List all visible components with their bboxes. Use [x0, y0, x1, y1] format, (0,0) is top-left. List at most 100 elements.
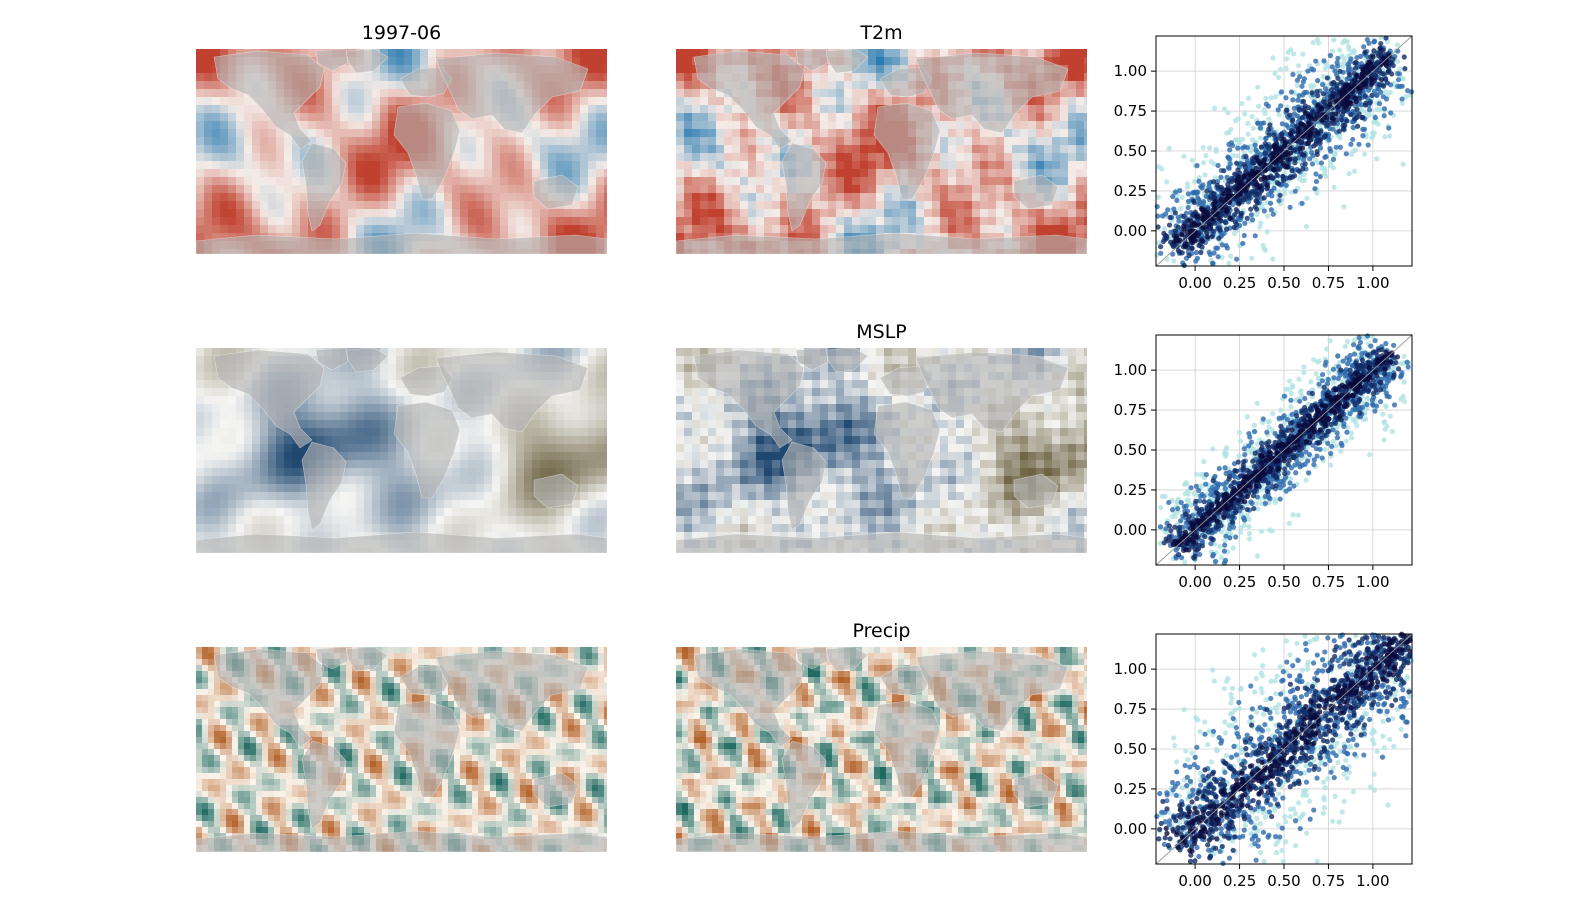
map-cell — [732, 129, 741, 138]
map-cell — [580, 209, 589, 218]
map-cell — [748, 121, 757, 130]
map-cell — [892, 396, 901, 405]
map-cell — [708, 89, 717, 98]
map-cell — [1028, 396, 1037, 405]
map-cell — [524, 129, 533, 138]
map-cell — [1084, 193, 1087, 202]
map-cell — [788, 428, 797, 437]
map-cell — [732, 452, 741, 461]
map-cell — [588, 97, 597, 106]
map-cell — [1076, 476, 1085, 485]
map-cell — [860, 436, 869, 445]
map-cell — [196, 364, 205, 373]
map-cell — [268, 209, 277, 218]
map-cell — [524, 201, 533, 210]
map-cell — [340, 388, 349, 397]
map-cell — [428, 209, 437, 218]
map-cell — [236, 161, 245, 170]
map-cell — [196, 356, 205, 365]
map-cell — [228, 89, 237, 98]
map-cell — [452, 508, 461, 517]
map-cell — [252, 524, 261, 533]
map-cell — [292, 516, 301, 525]
map-cell — [988, 153, 997, 162]
map-cell — [356, 476, 365, 485]
map-cell — [204, 404, 213, 413]
map-cell — [564, 444, 573, 453]
map-cell — [252, 153, 261, 162]
map-cell — [580, 508, 589, 517]
map-cell — [228, 460, 237, 469]
map-cell — [676, 49, 685, 58]
map-cell — [876, 460, 885, 469]
map-cell — [540, 516, 549, 525]
map-cell — [996, 225, 1005, 234]
map-cell — [212, 508, 221, 517]
map-cell — [580, 97, 589, 106]
map-cell — [524, 492, 533, 501]
map-cell — [364, 476, 373, 485]
map-cell — [596, 217, 605, 226]
map-cell — [196, 500, 205, 509]
map-cell — [940, 169, 949, 178]
map-cell — [460, 201, 469, 210]
map-cell — [284, 500, 293, 509]
map-cell — [356, 105, 365, 114]
map-cell — [868, 177, 877, 186]
map-cell — [604, 89, 607, 98]
map-cell — [684, 356, 693, 365]
map-cell — [836, 428, 845, 437]
map-cell — [876, 193, 885, 202]
map-cell — [580, 420, 589, 429]
map-cell — [588, 524, 597, 533]
map-cell — [1004, 201, 1013, 210]
map-cell — [812, 428, 821, 437]
map-cell — [876, 145, 885, 154]
map-cell — [1076, 129, 1085, 138]
map-cell — [276, 193, 285, 202]
map-cell — [212, 428, 221, 437]
map-cell — [532, 508, 541, 517]
map-cell — [452, 105, 461, 114]
map-cell — [244, 129, 253, 138]
map-cell — [316, 89, 325, 98]
map-cell — [796, 225, 805, 234]
map-cell — [300, 185, 309, 194]
map-cell — [484, 177, 493, 186]
map-cell — [492, 193, 501, 202]
map-cell — [1060, 476, 1069, 485]
map-cell — [852, 81, 861, 90]
map-cell — [996, 348, 1005, 357]
map-cell — [940, 436, 949, 445]
map-cell — [476, 145, 485, 154]
map-cell — [364, 388, 373, 397]
map-cell — [476, 193, 485, 202]
map-cell — [756, 444, 765, 453]
map-cell — [868, 137, 877, 146]
map-cell — [268, 516, 277, 525]
map-cell — [468, 169, 477, 178]
map-cell — [1020, 161, 1029, 170]
map-cell — [892, 348, 901, 357]
map-cell — [260, 468, 269, 477]
map-cell — [252, 217, 261, 226]
map-cell — [1060, 452, 1069, 461]
map-cell — [252, 193, 261, 202]
map-cell — [948, 193, 957, 202]
map-cell — [604, 388, 607, 397]
map-cell — [844, 129, 853, 138]
map-cell — [868, 436, 877, 445]
map-cell — [276, 185, 285, 194]
map-cell — [796, 129, 805, 138]
map-cell — [1084, 428, 1087, 437]
map-cell — [804, 89, 813, 98]
map-cell — [260, 169, 269, 178]
map-cell — [724, 396, 733, 405]
map-cell — [300, 444, 309, 453]
map-cell — [452, 225, 461, 234]
map-cell — [1036, 412, 1045, 421]
map-cell — [252, 161, 261, 170]
map-cell — [532, 412, 541, 421]
map-cell — [1020, 145, 1029, 154]
map-cell — [412, 524, 421, 533]
